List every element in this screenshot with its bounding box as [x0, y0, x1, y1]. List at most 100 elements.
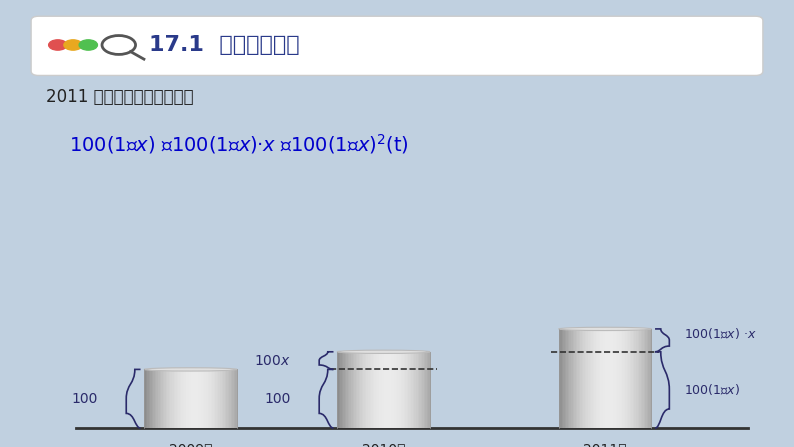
- Bar: [186, 369, 188, 428]
- Text: 100(1＋$x$): 100(1＋$x$): [684, 383, 740, 397]
- Bar: [364, 352, 365, 428]
- Bar: [179, 369, 182, 428]
- Bar: [408, 352, 410, 428]
- Bar: [337, 352, 339, 428]
- Ellipse shape: [337, 350, 430, 354]
- Bar: [207, 369, 210, 428]
- Bar: [622, 329, 624, 428]
- Bar: [205, 369, 206, 428]
- Bar: [421, 352, 423, 428]
- Bar: [192, 369, 195, 428]
- Bar: [209, 369, 211, 428]
- Bar: [587, 329, 588, 428]
- Bar: [161, 369, 164, 428]
- Bar: [158, 369, 160, 428]
- Bar: [602, 329, 604, 428]
- Text: 100(1＋$x$) ·$x$: 100(1＋$x$) ·$x$: [684, 326, 757, 341]
- Bar: [371, 352, 373, 428]
- Bar: [346, 352, 349, 428]
- Bar: [215, 369, 218, 428]
- Text: 2010年: 2010年: [362, 443, 405, 447]
- Bar: [231, 369, 233, 428]
- Bar: [585, 329, 588, 428]
- Bar: [362, 352, 364, 428]
- Bar: [611, 329, 614, 428]
- Bar: [377, 352, 380, 428]
- Bar: [218, 369, 221, 428]
- Bar: [390, 352, 392, 428]
- Bar: [223, 369, 225, 428]
- Bar: [580, 329, 583, 428]
- Bar: [360, 352, 363, 428]
- Bar: [345, 352, 347, 428]
- Bar: [621, 329, 622, 428]
- Bar: [572, 329, 575, 428]
- Bar: [649, 329, 650, 428]
- Bar: [391, 352, 394, 428]
- Bar: [413, 352, 415, 428]
- Circle shape: [64, 40, 83, 50]
- Bar: [565, 329, 567, 428]
- Bar: [197, 369, 199, 428]
- Bar: [603, 329, 606, 428]
- Bar: [405, 352, 407, 428]
- Bar: [338, 352, 341, 428]
- Bar: [616, 329, 618, 428]
- Text: 17.1  一元二次方程: 17.1 一元二次方程: [149, 35, 300, 55]
- Bar: [393, 352, 395, 428]
- Bar: [559, 329, 561, 428]
- Bar: [153, 369, 156, 428]
- Bar: [195, 369, 198, 428]
- Bar: [577, 329, 580, 428]
- Text: 2011年: 2011年: [584, 443, 626, 447]
- Bar: [145, 369, 148, 428]
- Bar: [618, 329, 619, 428]
- Bar: [563, 329, 565, 428]
- Bar: [634, 329, 637, 428]
- Bar: [178, 369, 180, 428]
- Bar: [340, 352, 342, 428]
- Bar: [419, 352, 422, 428]
- Bar: [411, 352, 414, 428]
- Bar: [174, 369, 175, 428]
- Text: 100: 100: [264, 392, 291, 406]
- Bar: [582, 329, 584, 428]
- Bar: [374, 352, 376, 428]
- Bar: [233, 369, 235, 428]
- Bar: [351, 352, 353, 428]
- Bar: [626, 329, 629, 428]
- Bar: [194, 369, 196, 428]
- Bar: [402, 352, 404, 428]
- Bar: [168, 369, 170, 428]
- Circle shape: [79, 40, 98, 50]
- Bar: [147, 369, 149, 428]
- Bar: [400, 352, 403, 428]
- Bar: [148, 369, 151, 428]
- Bar: [164, 369, 167, 428]
- Bar: [592, 329, 595, 428]
- Bar: [225, 369, 227, 428]
- Bar: [561, 329, 564, 428]
- Bar: [183, 369, 185, 428]
- Bar: [150, 369, 152, 428]
- Ellipse shape: [145, 368, 237, 371]
- Bar: [569, 329, 572, 428]
- Bar: [619, 329, 621, 428]
- Bar: [356, 352, 358, 428]
- Bar: [181, 369, 183, 428]
- Bar: [145, 369, 146, 428]
- Bar: [367, 352, 368, 428]
- Bar: [579, 329, 581, 428]
- Bar: [594, 329, 596, 428]
- Bar: [414, 352, 417, 428]
- Bar: [341, 352, 344, 428]
- Bar: [410, 352, 412, 428]
- Bar: [427, 352, 429, 428]
- Bar: [387, 352, 389, 428]
- Bar: [633, 329, 635, 428]
- Bar: [206, 369, 208, 428]
- Bar: [353, 352, 355, 428]
- Bar: [163, 369, 165, 428]
- Bar: [625, 329, 627, 428]
- Bar: [152, 369, 154, 428]
